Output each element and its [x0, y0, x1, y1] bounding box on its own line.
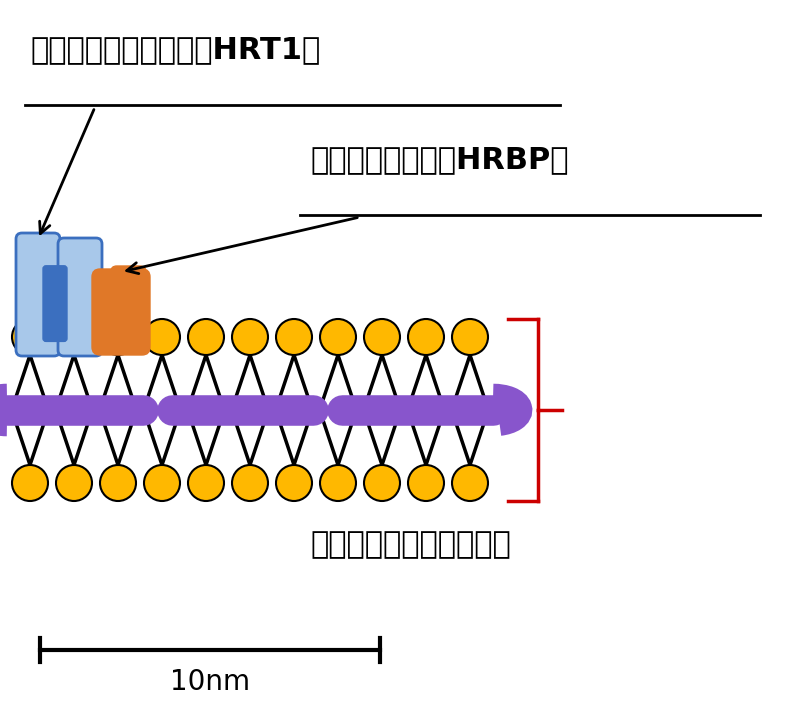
Circle shape [188, 319, 224, 355]
Circle shape [276, 465, 312, 501]
FancyBboxPatch shape [92, 269, 150, 355]
Circle shape [100, 465, 136, 501]
Circle shape [144, 319, 180, 355]
Circle shape [452, 319, 488, 355]
Text: 天然ゴム生合成酵素（HRT1）: 天然ゴム生合成酵素（HRT1） [30, 35, 320, 64]
Circle shape [56, 465, 92, 501]
Circle shape [100, 319, 136, 355]
Circle shape [188, 465, 224, 501]
Circle shape [320, 465, 356, 501]
Circle shape [276, 319, 312, 355]
Circle shape [408, 465, 444, 501]
Circle shape [232, 465, 268, 501]
FancyBboxPatch shape [111, 266, 146, 323]
Circle shape [320, 319, 356, 355]
Circle shape [408, 319, 444, 355]
Text: 10nm: 10nm [170, 668, 250, 696]
Circle shape [452, 465, 488, 501]
Text: 人工蛜（ナノディスク）: 人工蛜（ナノディスク） [310, 530, 511, 559]
FancyBboxPatch shape [58, 238, 102, 356]
FancyBboxPatch shape [16, 233, 60, 356]
Circle shape [12, 319, 48, 355]
Circle shape [364, 319, 400, 355]
Circle shape [232, 319, 268, 355]
Circle shape [364, 465, 400, 501]
Circle shape [56, 319, 92, 355]
FancyBboxPatch shape [43, 266, 67, 341]
Circle shape [12, 465, 48, 501]
Text: 補助タンパク質（HRBP）: 補助タンパク質（HRBP） [310, 145, 568, 174]
Circle shape [144, 465, 180, 501]
